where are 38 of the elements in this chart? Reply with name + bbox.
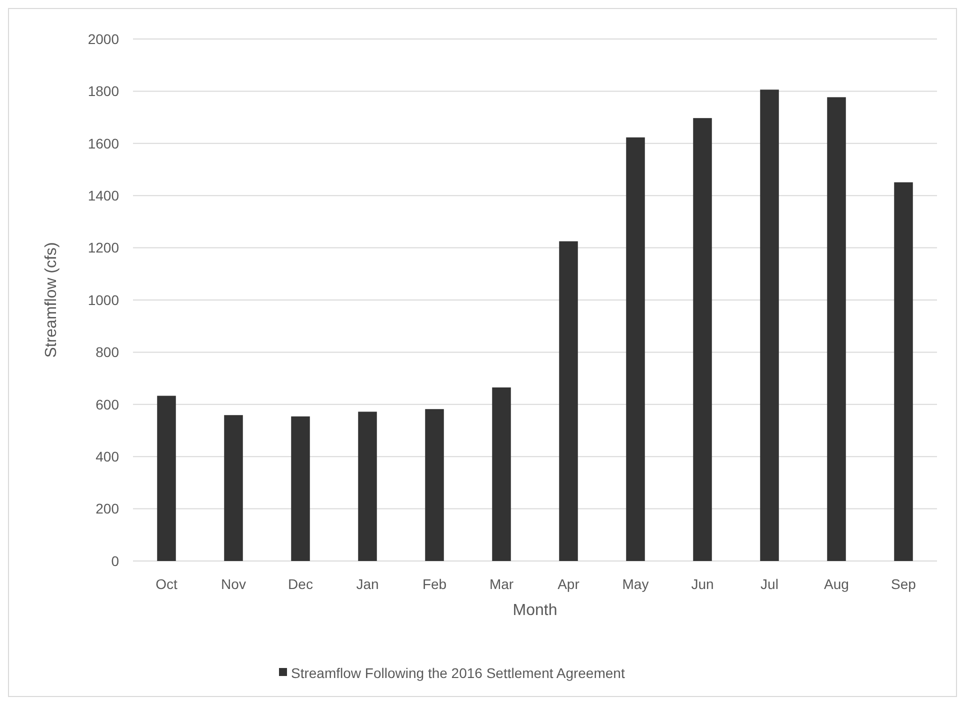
- x-tick-label: Apr: [558, 576, 580, 592]
- y-tick-label: 1200: [88, 240, 120, 256]
- y-tick-label: 2000: [88, 30, 120, 47]
- bar: [760, 90, 779, 561]
- x-tick-label: Jul: [760, 576, 778, 592]
- y-tick-label: 1800: [88, 83, 120, 100]
- bar: [291, 416, 310, 561]
- x-tick-label: Feb: [422, 576, 447, 592]
- x-tick-label: Oct: [156, 576, 178, 592]
- y-tick-label: 800: [96, 344, 120, 360]
- bar: [827, 97, 846, 561]
- y-tick-label: 1000: [88, 292, 120, 308]
- x-tick-label: Sep: [891, 576, 916, 592]
- bar: [492, 387, 511, 561]
- y-tick-label: 400: [96, 448, 120, 464]
- x-tick-label: May: [622, 576, 649, 592]
- legend-label: Streamflow Following the 2016 Settlement Agreement: [291, 664, 625, 681]
- bar: [157, 396, 176, 561]
- y-tick-label: 1400: [88, 188, 120, 204]
- y-tick-label: 0: [111, 552, 120, 569]
- x-tick-label: Nov: [221, 576, 246, 592]
- x-tick-label: Jan: [356, 576, 379, 592]
- x-tick-label: Mar: [489, 576, 514, 592]
- x-tick-label: Jun: [691, 576, 714, 592]
- y-tick-label: 600: [96, 396, 120, 412]
- bar: [626, 137, 645, 561]
- y-axis-title: Streamflow (cfs): [43, 242, 60, 358]
- bar: [224, 415, 243, 561]
- bar: [894, 182, 913, 561]
- y-tick-label: 1600: [88, 135, 120, 152]
- bar: [358, 412, 377, 561]
- bar: [693, 118, 712, 561]
- y-tick-label: 200: [96, 500, 120, 517]
- x-tick-label: Dec: [288, 576, 313, 592]
- x-tick-label: Aug: [824, 576, 849, 592]
- bar: [425, 409, 444, 561]
- bar: [559, 241, 578, 561]
- x-axis-title: Month: [512, 602, 558, 619]
